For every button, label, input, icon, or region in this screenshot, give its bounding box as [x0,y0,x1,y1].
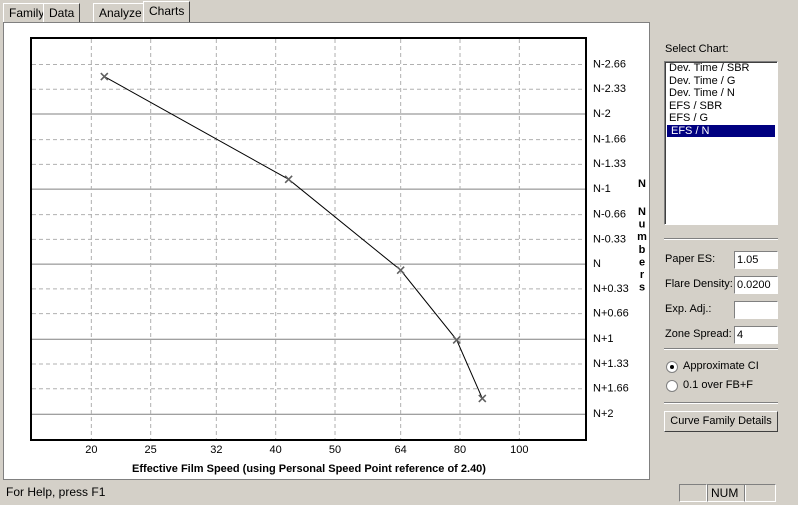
field-input[interactable]: 0.0200 [734,276,778,294]
tab[interactable]: Charts [143,1,191,23]
separator [664,348,778,350]
y-tick-label: N-2 [593,108,611,120]
y-tick-label: N-1.66 [593,133,626,145]
y-tick-label: N+1.66 [593,383,629,395]
field-input[interactable] [734,301,778,319]
x-tick-label: 25 [145,444,157,456]
chart-pane: Effective Film Speed (using Personal Spe… [3,22,650,480]
separator [664,402,778,404]
data-marker [452,335,461,345]
tab[interactable]: Analyze [93,3,148,22]
y-tick-label: N [593,258,601,270]
status-box [744,484,776,502]
field-input[interactable]: 4 [734,326,778,344]
radio-label: Approximate CI [683,360,759,372]
y-tick-label: N-2.33 [593,83,626,95]
y-tick-label: N+2 [593,408,614,420]
data-marker [100,72,109,81]
y-tick-label: N+0.66 [593,308,629,320]
y-tick-label: N-1 [593,183,611,195]
y-tick-label: N+1.33 [593,358,629,370]
x-tick-label: 50 [329,444,341,456]
field-label: Flare Density: [665,278,733,290]
field-label: Exp. Adj.: [665,303,712,315]
y-tick-label: N-0.66 [593,209,626,221]
chart-option[interactable]: Dev. Time / G [669,74,736,87]
chart-option[interactable]: Dev. Time / N [669,87,735,99]
y-tick-label: N-1.33 [593,158,626,170]
x-tick-label: 40 [270,444,282,456]
side-panel: Select Chart: Dev. Time / SBR Dev. Time /… [652,30,790,478]
data-marker [284,175,293,184]
details-button[interactable]: Curve Family Details [664,411,778,432]
y-tick-label: N-0.33 [593,233,626,245]
x-tick-label: 100 [510,444,528,456]
x-tick-label: 32 [210,444,222,456]
radio-label: 0.1 over FB+F [683,379,754,391]
y-tick-label: N+0.33 [593,283,629,295]
status-num: NUM [707,484,746,502]
separator [664,238,778,240]
status-box [679,484,707,502]
data-marker [396,266,405,275]
chart-option[interactable]: EFS / G [669,112,709,124]
x-tick-label: 64 [395,444,407,456]
grid [32,39,585,439]
chart: Effective Film Speed (using Personal Spe… [30,37,647,475]
y-tick-label: N-2.66 [593,58,626,70]
radio-button[interactable] [666,380,678,392]
chart-option[interactable]: EFS / N [667,124,775,137]
field-label: Zone Spread: [665,328,732,340]
x-tick-label: 20 [85,444,97,456]
select-label: Select Chart: [665,43,729,55]
status-bar: For Help, press F1 NUM [0,482,798,504]
x-axis-title: Effective Film Speed (using Personal Spe… [132,463,486,475]
x-tick-label: 80 [454,444,466,456]
chart-option[interactable]: Dev. Time / SBR [669,62,750,74]
data-marker [478,394,487,403]
y-tick-label: N+1 [593,333,614,345]
radio-button[interactable] [666,361,678,373]
status-help: For Help, press F1 [6,485,106,499]
field-label: Paper ES: [665,253,716,265]
tab[interactable]: Data [43,3,81,22]
field-input[interactable]: 1.05 [734,251,778,269]
chart-list[interactable]: Dev. Time / SBR Dev. Time / G Dev. Time / … [664,61,778,225]
chart-option[interactable]: EFS / SBR [669,99,723,112]
